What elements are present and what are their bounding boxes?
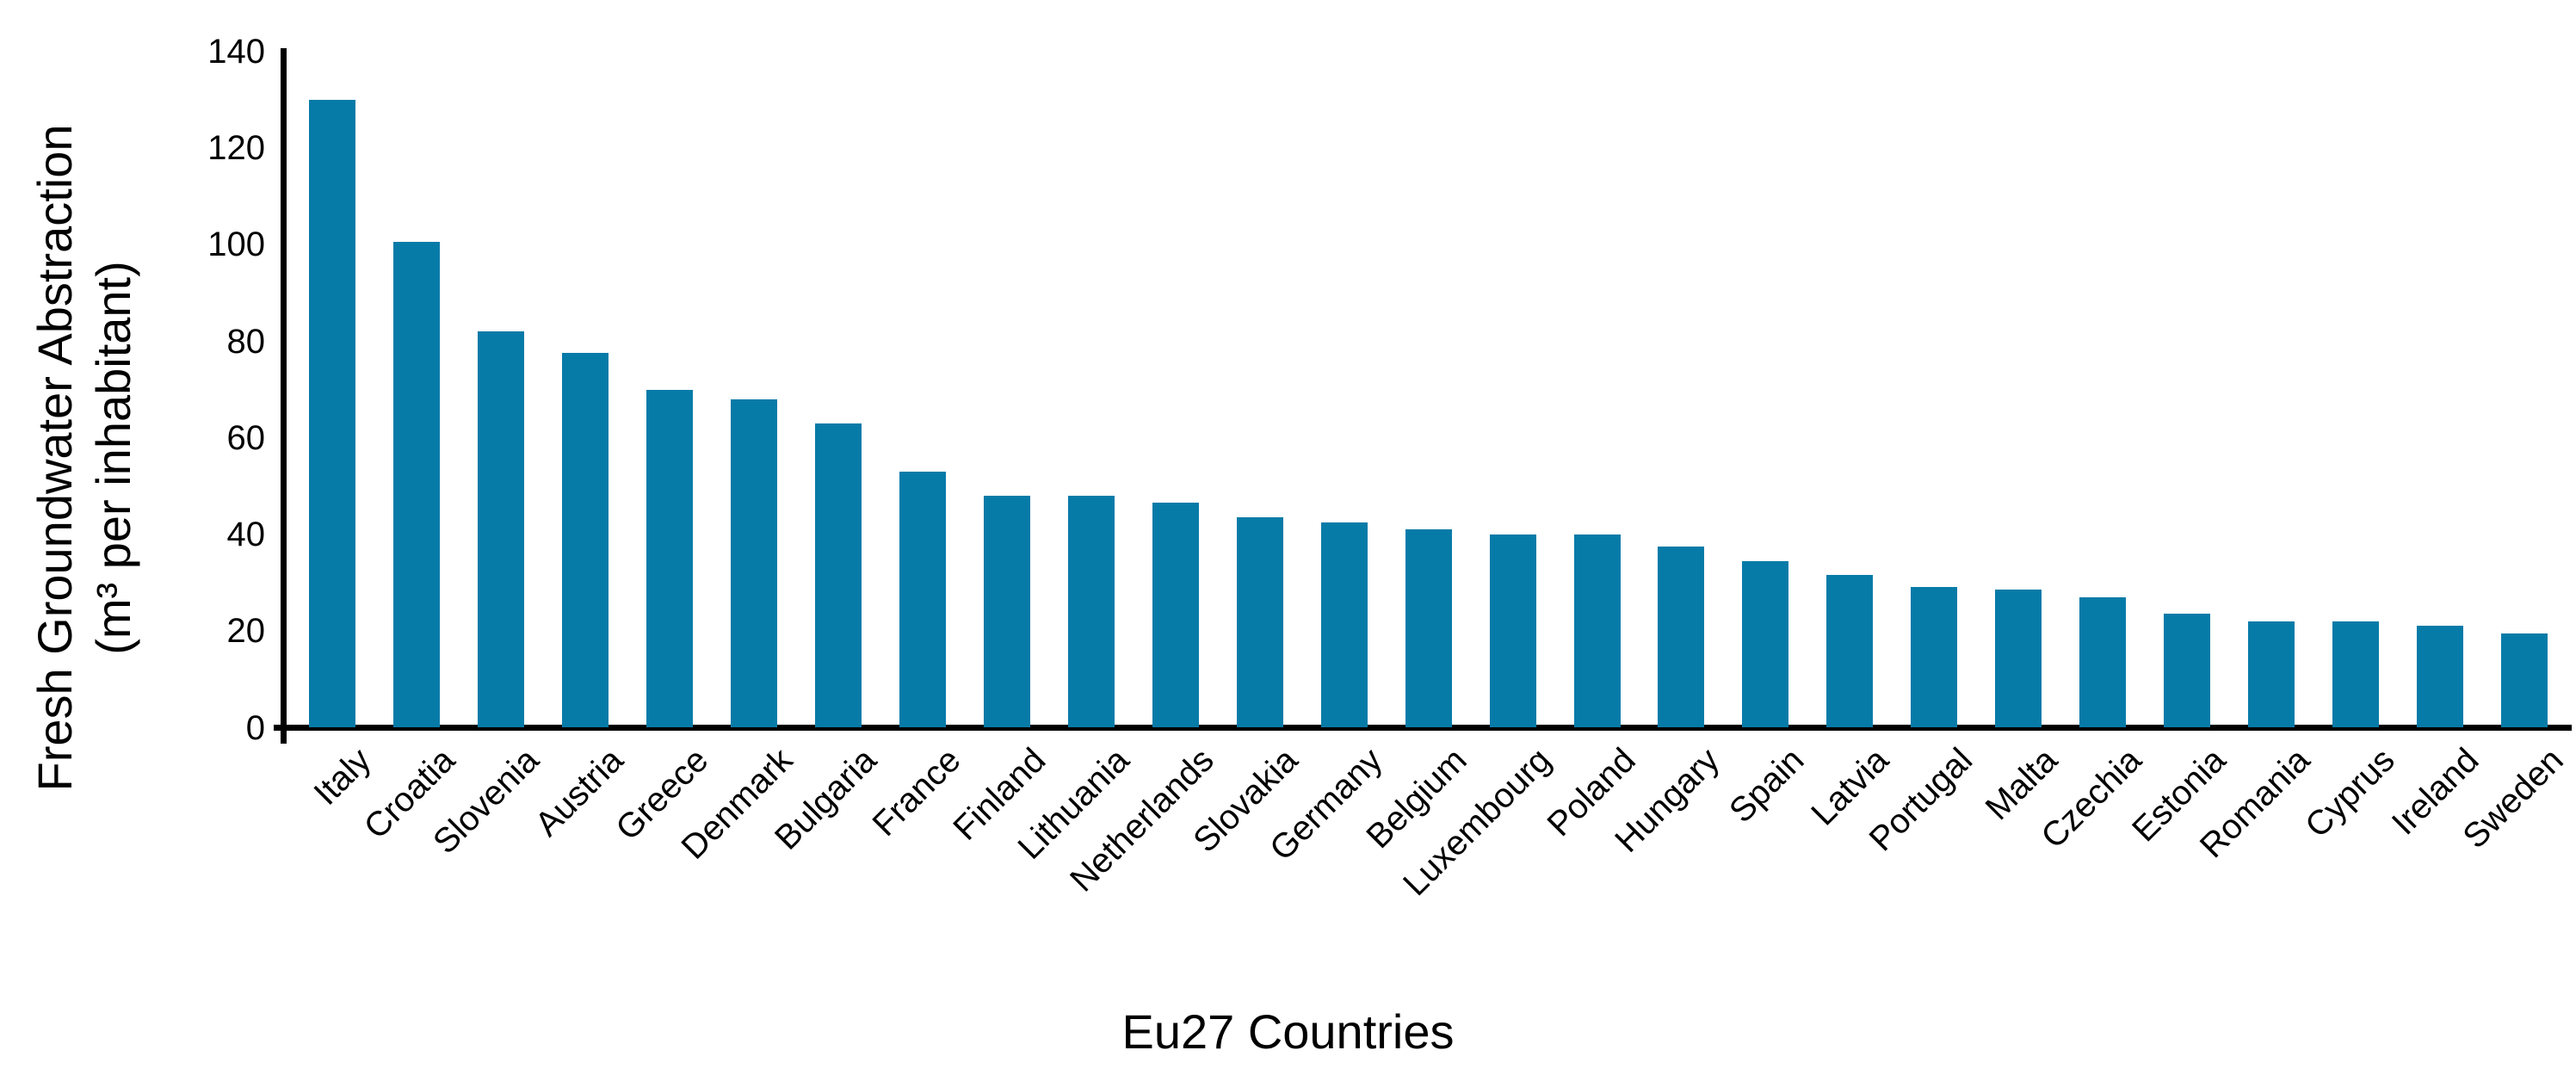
bar-slot-bulgaria: Bulgaria	[768, 52, 884, 857]
x-category-label: Cyprus	[2297, 741, 2402, 845]
bar-slot-portugal: Portugal	[1863, 52, 1980, 858]
bar-belgium	[1405, 529, 1452, 727]
bar-netherlands	[1152, 503, 1199, 727]
bar-slot-france: France	[866, 52, 968, 843]
y-tick-label: 0	[245, 708, 265, 747]
bar-slot-denmark: Denmark	[674, 52, 800, 867]
bar-slot-finland: Finland	[946, 52, 1053, 848]
bar-bulgaria	[814, 423, 862, 727]
bar-slot-croatia: Croatia	[357, 52, 462, 846]
y-tick-label: 40	[226, 516, 266, 554]
x-axis-line	[274, 725, 2572, 731]
bar-croatia	[392, 242, 440, 727]
bar-cyprus	[2332, 621, 2380, 727]
y-tick-label: 120	[207, 129, 265, 168]
x-category-label: Italy	[306, 741, 379, 812]
bar-slot-romania: Romania	[2193, 52, 2317, 865]
bar-slot-italy: Italy	[290, 52, 378, 812]
bar-slot-sweden: Sweden	[2456, 52, 2570, 856]
bar-slot-hungary: Hungary	[1609, 52, 1727, 860]
bar-slot-malta: Malta	[1976, 52, 2064, 827]
bar-slot-estonia: Estonia	[2125, 52, 2233, 849]
bar-hungary	[1658, 546, 1705, 727]
bar-poland	[1573, 534, 1621, 727]
bar-slot-germany: Germany	[1263, 52, 1390, 868]
bar-estonia	[2164, 614, 2211, 727]
bar-slot-greece: Greece	[608, 52, 715, 848]
bar-slot-ireland: Ireland	[2385, 52, 2486, 843]
bar-lithuania	[1067, 495, 1115, 727]
bar-sweden	[2501, 633, 2548, 727]
y-axis-line	[281, 48, 287, 728]
x-category-label: Spain	[1722, 741, 1812, 831]
bar-slot-slovakia: Slovakia	[1187, 52, 1306, 860]
y-tick-label: 80	[226, 322, 266, 361]
bar-czechia	[2079, 596, 2127, 727]
bar-luxembourg	[1489, 534, 1536, 727]
bar-italy	[308, 100, 355, 727]
bar-germany	[1320, 522, 1368, 727]
bar-slot-belgium: Belgium	[1359, 52, 1474, 856]
bar-slot-latvia: Latvia	[1804, 52, 1896, 833]
bar-ireland	[2417, 626, 2464, 727]
bar-denmark	[730, 398, 777, 727]
bar-latvia	[1826, 575, 1874, 727]
bar-slot-slovenia: Slovenia	[426, 52, 547, 862]
bar-romania	[2248, 621, 2295, 727]
bar-slot-luxembourg: Luxembourg	[1396, 52, 1559, 903]
y-tick-label: 100	[207, 226, 265, 264]
bar-slot-cyprus: Cyprus	[2298, 52, 2401, 845]
bar-slot-austria: Austria	[528, 52, 631, 843]
x-axis-title: Eu27 Countries	[1121, 1004, 1455, 1059]
bar-portugal	[1911, 587, 1958, 727]
bar-slovakia	[1236, 517, 1283, 727]
bar-greece	[646, 389, 693, 727]
bar-slot-czechia: Czechia	[2034, 52, 2148, 856]
origin-tick	[281, 725, 287, 744]
bar-malta	[1995, 590, 2042, 727]
y-tick-label: 140	[207, 33, 265, 71]
y-tick-label: 20	[226, 612, 266, 651]
bar-spain	[1742, 560, 1789, 727]
plot-area: Italy Croatia Slovenia Austria Greece Denmark…	[290, 52, 2570, 903]
y-tick-label: 60	[226, 418, 266, 457]
bar-finland	[983, 495, 1030, 727]
bar-slot-lithuania: Lithuania	[1011, 52, 1137, 867]
x-category-label: Luxembourg	[1396, 741, 1559, 904]
bar-austria	[561, 353, 608, 727]
bar-france	[899, 471, 946, 727]
bar-slot-poland: Poland	[1540, 52, 1643, 843]
bar-slot-netherlands: Netherlands	[1063, 52, 1221, 899]
bar-slovenia	[477, 331, 524, 727]
bar-slot-spain: Spain	[1722, 52, 1812, 830]
